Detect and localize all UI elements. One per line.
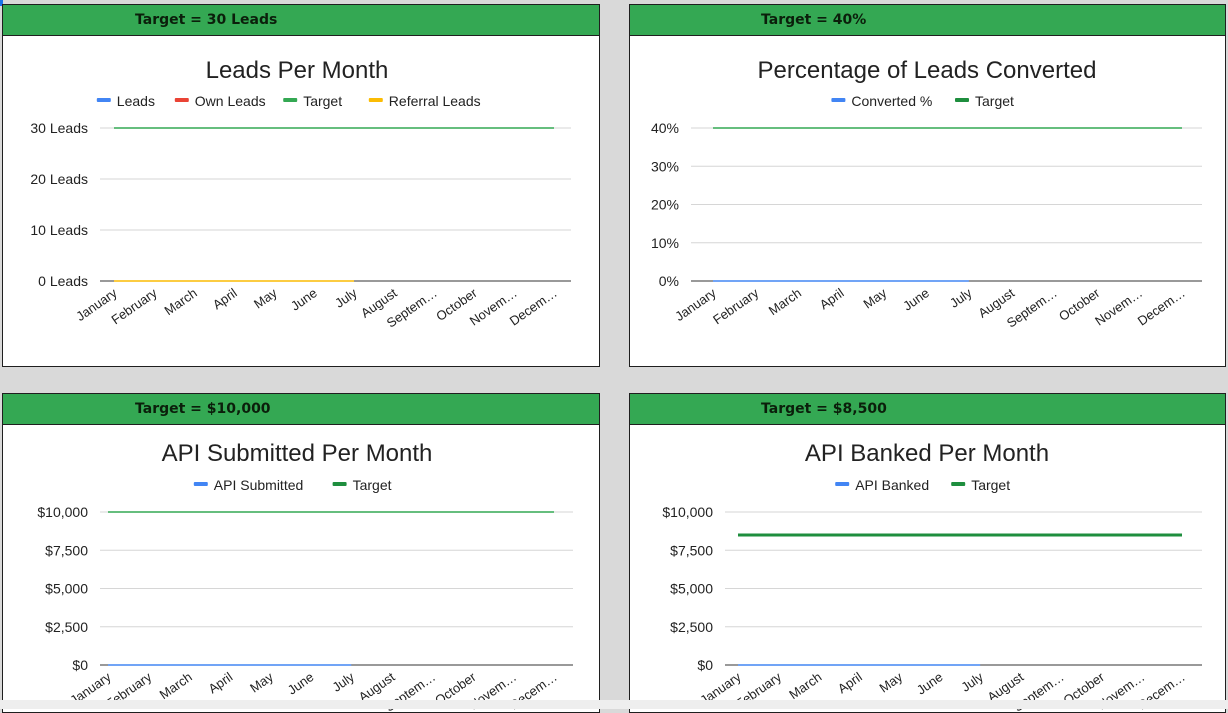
y-tick-label: 20% — [651, 197, 679, 213]
x-tick-label: May — [247, 669, 276, 696]
chart-title: Percentage of Leads Converted — [758, 57, 1097, 84]
y-tick-label: 0 Leads — [38, 273, 88, 289]
y-tick-label: 40% — [651, 120, 679, 136]
y-tick-label: 30% — [651, 158, 679, 174]
api-banked-chart: API Banked Per Month API Banked Target $0 $2… — [662, 440, 1202, 712]
x-tick-label: February — [108, 285, 160, 327]
legend-swatch — [951, 482, 966, 486]
target-banner: Target = $10,000 — [3, 394, 599, 425]
legend-swatch — [831, 98, 846, 102]
legend-label: Target — [303, 93, 342, 109]
x-tick-label: July — [332, 285, 360, 311]
legend-swatch — [174, 98, 189, 102]
y-tick-label: $5,000 — [45, 581, 88, 597]
legend-label: Leads — [117, 93, 155, 109]
x-tick-label: Novem… — [1092, 285, 1145, 328]
y-tick-label: $0 — [697, 657, 713, 673]
y-tick-label: $5,000 — [670, 581, 713, 597]
x-tick-label: April — [817, 285, 847, 312]
chart-title: API Banked Per Month — [805, 440, 1049, 467]
legend-label: Target — [975, 93, 1014, 109]
x-tick-label: May — [876, 669, 905, 696]
target-banner: Target = $8,500 — [630, 394, 1225, 425]
x-tick-label: March — [786, 669, 824, 702]
x-tick-label: June — [914, 669, 946, 697]
x-tick-label: April — [205, 669, 235, 696]
leads-per-month-chart: Leads Per Month Leads Own Leads Target Refer… — [30, 57, 571, 331]
x-tick-label: June — [900, 285, 932, 313]
x-tick-label: March — [162, 285, 200, 318]
x-tick-label: July — [329, 669, 357, 695]
x-tick-label: July — [947, 285, 975, 311]
y-tick-label: 0% — [659, 273, 679, 289]
y-tick-label: $7,500 — [670, 542, 713, 558]
x-tick-label: June — [288, 285, 320, 313]
y-tick-label: 10% — [651, 235, 679, 251]
y-tick-label: 20 Leads — [30, 171, 88, 187]
x-tick-label: April — [835, 669, 865, 696]
chart-panel-api-submitted[interactable]: Target = $10,000 API Submitted Per Month… — [2, 393, 600, 713]
legend-swatch — [368, 98, 383, 102]
chart-panel-api-banked[interactable]: Target = $8,500 API Banked Per Month API … — [629, 393, 1226, 713]
legend-swatch — [835, 482, 850, 486]
legend-swatch — [96, 98, 111, 102]
y-tick-label: $10,000 — [662, 504, 713, 520]
target-banner-text: Target = 30 Leads — [135, 12, 278, 28]
target-banner-text: Target = $8,500 — [761, 401, 887, 417]
api-submitted-chart: API Submitted Per Month API Submitted Targ… — [37, 440, 573, 712]
chart-title: API Submitted Per Month — [162, 440, 433, 467]
x-tick-label: May — [251, 285, 280, 312]
target-banner-text: Target = 40% — [761, 12, 867, 28]
cell-selection-marker — [0, 0, 3, 6]
sheet-scroll-strip — [0, 700, 1228, 709]
x-tick-label: March — [766, 285, 804, 318]
leads-converted-chart: Percentage of Leads Converted Converted %… — [651, 57, 1202, 331]
legend-swatch — [955, 98, 969, 102]
y-tick-label: $0 — [72, 657, 88, 673]
y-tick-label: $2,500 — [670, 619, 713, 635]
legend-label: Target — [971, 477, 1010, 493]
legend-swatch — [332, 482, 347, 486]
legend-label: Referral Leads — [389, 93, 481, 109]
legend-label: API Submitted — [214, 477, 303, 493]
x-tick-label: March — [157, 669, 195, 702]
target-banner: Target = 30 Leads — [3, 5, 599, 36]
legend-label: Own Leads — [195, 93, 266, 109]
y-tick-label: 30 Leads — [30, 120, 88, 136]
chart-panel-conversion[interactable]: Target = 40% Percentage of Leads Convert… — [629, 4, 1226, 367]
legend-swatch — [193, 482, 208, 486]
legend-label: Target — [353, 477, 392, 493]
chart-panel-leads[interactable]: Target = 30 Leads Leads Per Month Leads Ow… — [2, 4, 600, 367]
y-tick-label: $10,000 — [37, 504, 88, 520]
legend-label: API Banked — [855, 477, 929, 493]
x-tick-label: June — [285, 669, 317, 697]
x-tick-label: February — [710, 285, 762, 327]
chart-title: Leads Per Month — [206, 57, 389, 84]
target-banner: Target = 40% — [630, 5, 1225, 36]
legend-label: Converted % — [851, 93, 932, 109]
x-tick-label: May — [861, 285, 890, 312]
y-tick-label: $2,500 — [45, 619, 88, 635]
legend-swatch — [283, 98, 298, 102]
y-tick-label: $7,500 — [45, 542, 88, 558]
y-tick-label: 10 Leads — [30, 222, 88, 238]
x-tick-label: July — [958, 669, 986, 695]
x-tick-label: April — [210, 285, 240, 312]
target-banner-text: Target = $10,000 — [135, 401, 271, 417]
x-tick-label: Decem… — [1135, 285, 1188, 328]
